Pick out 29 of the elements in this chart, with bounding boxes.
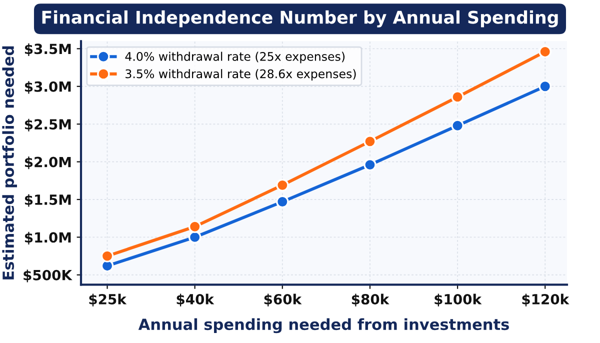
point [276, 195, 289, 208]
point [451, 90, 464, 104]
point [538, 45, 552, 58]
point [538, 80, 552, 93]
x-tick-label: $25k [89, 294, 127, 306]
y-tick-label: $1.5M [24, 194, 71, 207]
x-axis-title: Annual spending needed from investments [138, 318, 509, 334]
point [188, 220, 202, 234]
y-tick-label: $2.0M [24, 156, 71, 170]
chart-title: Financial Independence Number by Annual Spending [42, 10, 558, 28]
point [364, 158, 376, 172]
x-tick-label: $120k [522, 294, 570, 306]
point [364, 135, 376, 148]
point [451, 119, 464, 132]
point [100, 250, 114, 262]
y-tick-label: $2.5M [24, 118, 71, 132]
x-tick-label: $80k [352, 294, 390, 306]
point [276, 178, 289, 192]
point [188, 230, 202, 244]
x-tick-label: $60k [264, 294, 302, 306]
x-tick-label: $40k [176, 294, 214, 306]
y-tick-label: $1.0M [24, 232, 71, 245]
y-tick-label: $3.0M [24, 81, 71, 94]
legend-label: 4.0% withdrawal rate (25x expenses) [125, 52, 345, 64]
y-tick-label: $3.5M [24, 43, 71, 56]
y-axis-title: Estimated portfolio needed [2, 46, 17, 280]
x-tick-label: $100k [434, 294, 482, 306]
legend-label: 3.5% withdrawal rate (28.6x expenses) [126, 69, 356, 81]
y-tick-label: $500K [24, 270, 72, 282]
